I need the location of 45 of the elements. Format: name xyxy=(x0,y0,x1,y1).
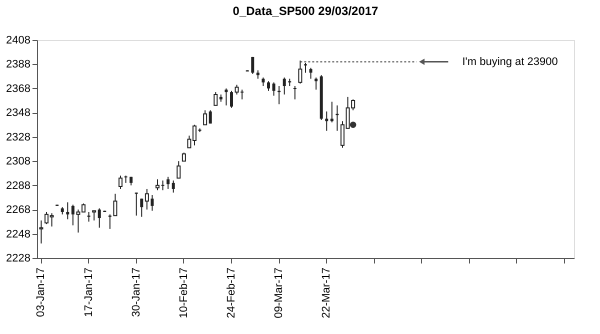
candlestick xyxy=(166,176,170,190)
candlestick xyxy=(39,220,44,244)
candlestick xyxy=(214,92,218,106)
candlestick xyxy=(282,77,286,95)
y-tick-label: 2328 xyxy=(6,131,30,144)
y-tick-label: 2248 xyxy=(6,228,30,240)
candlestick xyxy=(203,110,208,126)
candlestick xyxy=(87,211,90,222)
candlestick xyxy=(251,56,254,74)
candlestick xyxy=(92,210,96,221)
candlestick xyxy=(172,180,175,194)
x-tick-label: 30-Jan-17 xyxy=(130,268,142,318)
candlestick xyxy=(304,62,307,74)
x-tick-label: 09-Mar-17 xyxy=(273,268,286,318)
y-tick-label: 2388 xyxy=(6,58,30,71)
x-tick-label: 03-Jan-17 xyxy=(35,268,48,318)
chart-title: 0_Data_SP500 29/03/2017 xyxy=(232,4,379,18)
y-tick-label: 2308 xyxy=(6,156,30,168)
candlestick xyxy=(325,110,328,132)
candlestick xyxy=(98,208,101,228)
x-tick-label: 17-Jan-17 xyxy=(82,268,95,318)
x-tick-label: 22-Mar-17 xyxy=(320,268,333,318)
x-tick-label: 10-Feb-17 xyxy=(178,268,190,318)
y-tick-label: 2368 xyxy=(6,82,30,95)
x-tick-label: 24-Feb-17 xyxy=(226,268,238,318)
candlestick xyxy=(134,192,138,216)
y-tick-label: 2348 xyxy=(6,107,30,120)
candlestick xyxy=(176,160,181,179)
candlestick xyxy=(330,101,334,123)
y-tick-label: 2408 xyxy=(6,34,30,46)
candlestick xyxy=(156,178,160,191)
candlestick xyxy=(224,88,228,106)
y-tick-label: 2268 xyxy=(6,204,30,216)
y-tick-label: 2288 xyxy=(6,180,30,192)
candlestick xyxy=(267,80,270,92)
candlestick xyxy=(140,198,144,218)
candlestick xyxy=(118,175,123,190)
candlestick xyxy=(298,60,302,84)
y-tick-label: 2228 xyxy=(6,252,30,264)
candlestick xyxy=(230,90,234,108)
candlestick xyxy=(208,110,212,124)
candlestick xyxy=(66,202,70,220)
ref-line-label: I'm buying at 23900 xyxy=(462,56,558,68)
candlestick xyxy=(272,82,276,96)
candlestick xyxy=(309,67,312,80)
